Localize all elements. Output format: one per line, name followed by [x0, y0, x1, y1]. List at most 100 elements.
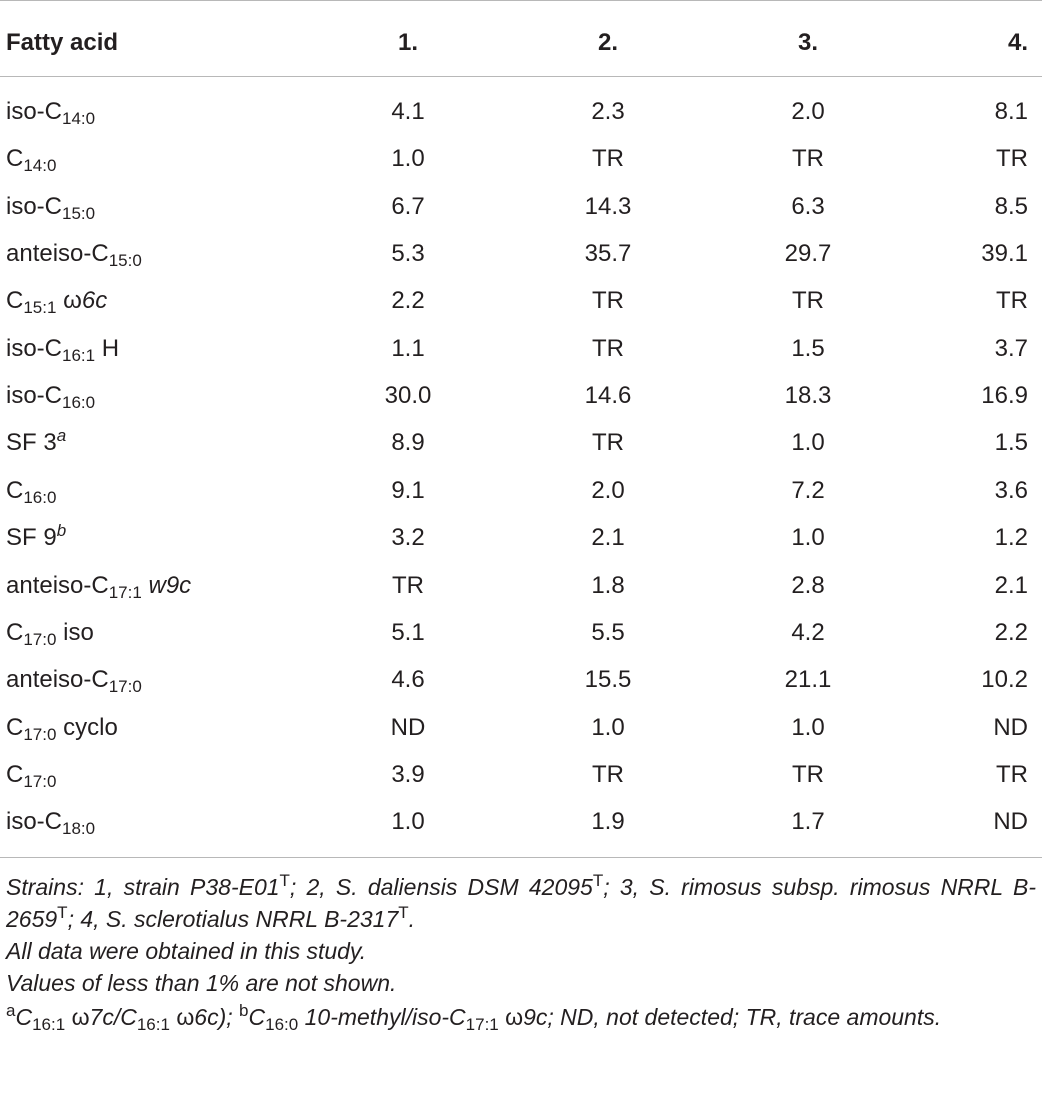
value-strain-2: 1.8 [591, 571, 625, 599]
value-strain-4: 10.2 [981, 666, 1028, 694]
table-row: C15:1 ω6c 2.2 TR TR TR [0, 277, 1042, 324]
value-strain-4: 8.5 [994, 192, 1028, 220]
value-strain-4: 2.2 [994, 618, 1028, 646]
value-strain-3: 2.8 [791, 571, 825, 599]
header-strain-3: 3. [797, 29, 818, 56]
value-strain-1: 1.1 [391, 334, 425, 362]
value-strain-3: TR [792, 760, 824, 788]
fatty-acid-name: C15:1 ω6c [6, 287, 108, 318]
value-strain-3: TR [792, 145, 824, 173]
value-strain-2: 2.0 [591, 476, 625, 504]
value-strain-2: 1.9 [591, 808, 625, 836]
table-row: iso-C15:0 6.7 14.3 6.3 8.5 [0, 183, 1042, 230]
header-fatty-acid: Fatty acid [6, 29, 119, 56]
table-row: SF 3a 8.9 TR 1.0 1.5 [0, 419, 1042, 466]
value-strain-4: 2.1 [994, 571, 1028, 599]
value-strain-1: 9.1 [391, 476, 425, 504]
value-strain-2: TR [592, 760, 624, 788]
value-strain-1: 1.0 [391, 145, 425, 173]
value-strain-4: 1.5 [994, 429, 1028, 457]
footnote-strains: Strains: 1, strain P38-E01T; 2, S. dalie… [6, 871, 1036, 932]
table-row: anteiso-C15:0 5.3 35.7 29.7 39.1 [0, 230, 1042, 277]
value-strain-2: TR [592, 145, 624, 173]
value-strain-4: TR [996, 287, 1028, 315]
value-strain-3: 1.0 [791, 713, 825, 741]
table-row: SF 9b 3.2 2.1 1.0 1.2 [0, 514, 1042, 561]
fatty-acid-name: C16:0 [6, 476, 57, 507]
value-strain-3: TR [792, 287, 824, 315]
fatty-acid-name: anteiso-C15:0 [6, 240, 142, 271]
table-row: iso-C16:0 30.0 14.6 18.3 16.9 [0, 372, 1042, 419]
table-row: iso-C16:1 H 1.1 TR 1.5 3.7 [0, 325, 1042, 372]
value-strain-4: ND [993, 808, 1028, 836]
fatty-acid-name: anteiso-C17:0 [6, 666, 142, 697]
value-strain-3: 7.2 [791, 476, 825, 504]
value-strain-3: 18.3 [784, 382, 832, 410]
value-strain-1: ND [390, 713, 426, 741]
table-bottom-rule [0, 857, 1042, 858]
fatty-acid-name: SF 9b [6, 521, 67, 552]
value-strain-3: 1.0 [791, 429, 825, 457]
value-strain-1: 5.1 [391, 618, 425, 646]
header-strain-2: 2. [597, 29, 618, 56]
fatty-acid-name: iso-C16:1 H [6, 334, 120, 365]
value-strain-1: 6.7 [391, 192, 425, 220]
value-strain-1: 5.3 [391, 240, 425, 268]
value-strain-2: 14.6 [584, 382, 632, 410]
fatty-acid-name: C14:0 [6, 145, 57, 176]
value-strain-2: 2.1 [591, 524, 625, 552]
value-strain-3: 1.7 [791, 808, 825, 836]
value-strain-1: 4.1 [391, 98, 425, 125]
value-strain-4: ND [993, 713, 1028, 741]
value-strain-1: 8.9 [391, 429, 425, 457]
value-strain-1: 30.0 [384, 382, 432, 410]
value-strain-4: TR [996, 760, 1028, 788]
fatty-acid-name: iso-C18:0 [6, 808, 96, 839]
value-strain-2: 1.0 [591, 713, 625, 741]
header-rule [0, 76, 1042, 77]
value-strain-4: TR [996, 145, 1028, 173]
table-top-rule [0, 0, 1042, 1]
value-strain-1: 1.0 [391, 808, 425, 836]
footnote-data-source: All data were obtained in this study. [6, 938, 367, 964]
table-row: C17:0 iso 5.1 5.5 4.2 2.2 [0, 609, 1042, 656]
value-strain-2: TR [592, 334, 624, 362]
value-strain-3: 2.0 [791, 98, 825, 125]
value-strain-3: 21.1 [784, 666, 832, 694]
table-row: C17:0 3.9 TR TR TR [0, 751, 1042, 798]
value-strain-2: 35.7 [584, 240, 632, 268]
header-strain-1: 1. [397, 29, 418, 56]
table-row: C14:0 1.0 TR TR TR [0, 135, 1042, 182]
value-strain-1: 2.2 [391, 287, 425, 315]
value-strain-4: 39.1 [981, 240, 1028, 268]
fatty-acid-name: iso-C16:0 [6, 382, 96, 413]
table-row: C17:0 cyclo ND 1.0 1.0 ND [0, 704, 1042, 751]
value-strain-3: 1.0 [791, 524, 825, 552]
value-strain-2: 15.5 [584, 666, 632, 694]
fatty-acid-name: C17:0 cyclo [6, 713, 118, 744]
header-strain-4: 4. [1007, 29, 1028, 56]
fatty-acid-name: SF 3a [6, 426, 67, 457]
value-strain-3: 29.7 [784, 240, 832, 268]
value-strain-4: 16.9 [981, 382, 1028, 410]
table-row: iso-C18:0 1.0 1.9 1.7 ND [0, 798, 1042, 845]
value-strain-2: TR [592, 429, 624, 457]
value-strain-1: 3.2 [391, 524, 425, 552]
value-strain-3: 6.3 [791, 192, 825, 220]
footnote-values-threshold: Values of less than 1% are not shown. [6, 970, 397, 996]
value-strain-2: 5.5 [591, 618, 625, 646]
value-strain-1: 4.6 [391, 666, 425, 694]
footnote-abbreviations: aC16:1 ω7c/C16:1 ω6c); bC16:0 10-methyl/… [6, 1001, 942, 1034]
value-strain-2: TR [592, 287, 624, 315]
fatty-acid-name: C17:0 iso [6, 618, 94, 649]
value-strain-2: 14.3 [584, 192, 632, 220]
table-row: C16:0 9.1 2.0 7.2 3.6 [0, 467, 1042, 514]
fatty-acid-name: anteiso-C17:1 w9c [6, 571, 192, 602]
value-strain-4: 1.2 [994, 524, 1028, 552]
table-row: anteiso-C17:0 4.6 15.5 21.1 10.2 [0, 656, 1042, 703]
value-strain-1: 3.9 [391, 760, 425, 788]
value-strain-2: 2.3 [591, 98, 625, 125]
value-strain-4: 3.6 [994, 476, 1028, 504]
value-strain-3: 4.2 [791, 618, 825, 646]
fatty-acid-name: iso-C14:0 [6, 98, 96, 128]
